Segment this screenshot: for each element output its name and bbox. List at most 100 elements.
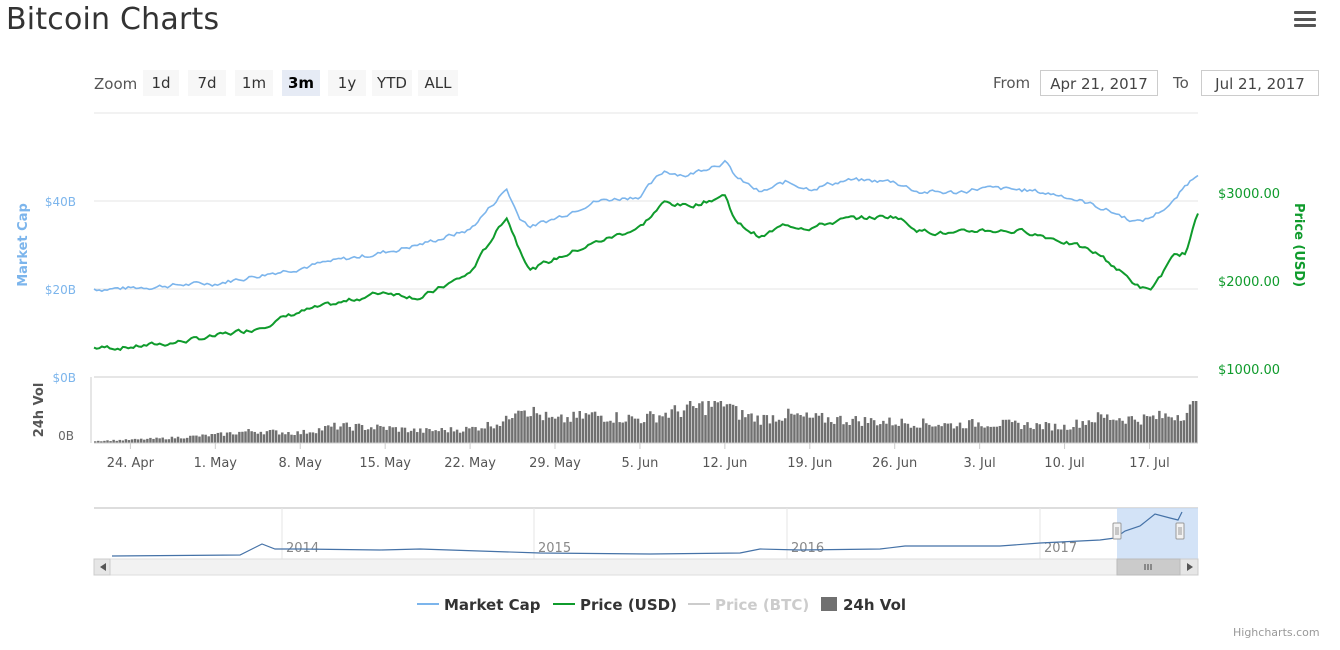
x-axis-tick-label: 8. May [279,456,323,471]
volume-bar [946,423,949,443]
volume-bar [1072,427,1075,443]
volume-bar [891,425,894,443]
volume-bar [612,422,615,443]
volume-bar [698,403,701,443]
from-label: From [993,74,1031,92]
volume-bar [842,424,845,443]
zoom-button-1m[interactable]: 1m [235,70,273,96]
zoom-button-1y[interactable]: 1y [328,70,366,96]
volume-bar [391,427,394,443]
volume-bar [587,414,591,443]
legend-item-price-usd[interactable]: Price (USD) [553,596,677,614]
volume-bar [330,426,333,443]
volume-bar [1152,415,1155,443]
volume-bar [756,415,759,443]
volume-bar [922,418,925,443]
legend-item-price-btc[interactable]: Price (BTC) [688,596,809,614]
right-axis-tick-label: $2000.00 [1218,275,1280,290]
volume-bar [808,417,811,443]
volume-bar [520,410,523,443]
volume-bar [373,429,376,443]
volume-bar [228,432,232,443]
legend-label-price-usd: Price (USD) [580,596,677,614]
zoom-button-1d[interactable]: 1d [143,70,179,96]
volume-bar [685,404,689,443]
volume-bar [885,423,888,443]
navigator-handle[interactable] [1175,522,1185,540]
volume-bar [1127,416,1130,443]
volume-bar [1050,430,1054,443]
volume-bar [894,424,897,443]
volume-bar [704,415,707,443]
volume-bar [360,425,364,443]
volume-bar [136,439,140,443]
scrollbar-left-arrow-icon [100,563,106,571]
volume-bar [796,413,799,443]
volume-bar [621,422,624,443]
volume-bar [468,428,471,443]
volume-bar [1139,424,1143,443]
volume-bar [284,434,287,443]
zoom-button-3m[interactable]: 3m [282,70,320,96]
volume-bar [495,424,499,443]
volume-bar [366,429,370,443]
volume-bar [793,414,796,443]
volume-bar [293,435,296,443]
volume-bar [253,431,256,443]
volume-bar [388,426,391,443]
volume-bar [830,422,833,443]
volume-bar [440,428,443,443]
volume-bar [738,419,741,443]
volume-bar [262,434,266,443]
legend-item-market-cap[interactable]: Market Cap [417,596,540,614]
zoom-button-all[interactable]: ALL [418,70,458,96]
volume-bar [1109,419,1112,443]
to-date-input[interactable]: Jul 21, 2017 [1201,70,1319,96]
volume-bar [118,439,121,443]
volume-bar [250,431,253,443]
volume-bar [201,434,204,443]
volume-bar [320,430,324,443]
legend-symbol-24h-vol [821,596,837,611]
volume-bar [195,435,198,443]
volume-bar [1004,419,1008,443]
volume-bar [857,421,861,443]
volume-bar [1035,423,1038,443]
volume-bar [676,411,680,443]
volume-bar [940,426,943,443]
volume-bar [590,412,594,443]
volume-bar [903,423,907,443]
volume-bar [247,429,250,443]
volume-axis-tick-label: 0B [58,429,74,443]
volume-bar [934,426,937,443]
from-date-input[interactable]: Apr 21, 2017 [1040,70,1158,96]
volume-bar [189,435,192,443]
x-axis-tick-label: 17. Jul [1129,456,1170,471]
volume-bar [106,440,109,443]
volume-bar [713,401,716,443]
volume-bar [210,434,213,443]
volume-bar [560,414,563,443]
navigator-year-label: 2015 [538,541,571,556]
right-axis-title: Price (USD) [1291,203,1306,287]
volume-bar [649,411,652,443]
volume-bar [170,436,174,443]
zoom-button-7d[interactable]: 7d [188,70,226,96]
volume-bar [327,425,330,443]
left-axis-title: Market Cap [16,203,31,287]
volume-bar [1010,422,1014,443]
hamburger-menu-icon[interactable] [1294,11,1316,27]
volume-bar [1075,419,1078,443]
legend-item-24h-vol[interactable]: 24h Vol [821,596,906,614]
volume-bar [121,440,125,443]
credits-link[interactable]: Highcharts.com [1233,626,1320,639]
volume-bar [557,416,560,443]
zoom-button-ytd[interactable]: YTD [372,70,412,96]
volume-bar [182,438,186,443]
volume-bar [409,430,413,443]
volume-bar [1148,416,1152,443]
navigator-handle[interactable] [1112,522,1122,540]
volume-bar [167,439,171,443]
volume-bar [661,416,664,443]
volume-bar [1176,415,1179,443]
